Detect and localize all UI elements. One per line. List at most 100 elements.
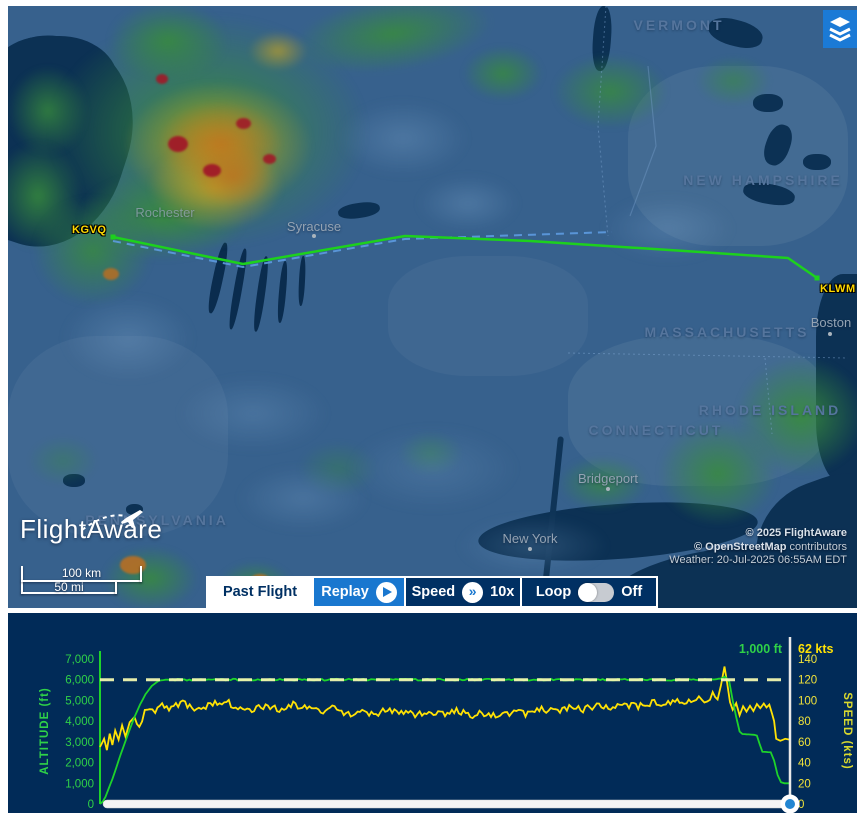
speed-tick-label: 80 (798, 716, 811, 728)
alt-tick-label: 1,000 (65, 778, 94, 790)
alt-tick-label: 6,000 (65, 675, 94, 687)
weather-radar-cell (108, 6, 228, 81)
replay-button[interactable]: Replay (314, 578, 404, 606)
attribution-osm[interactable]: © OpenStreetMap (694, 540, 787, 553)
loop-toggle[interactable] (578, 582, 615, 602)
weather-radar-red (203, 164, 221, 177)
alt-tick-label: 2,000 (65, 758, 94, 770)
weather-radar-red (156, 74, 168, 84)
fast-forward-icon: » (462, 581, 484, 603)
airport-marker (110, 234, 116, 240)
altitude-speed-chart: 0 1,000 2,000 3,000 4,000 5,000 6,000 7,000 0 20 4… (8, 613, 857, 814)
alt-tick-label: 5,000 (65, 695, 94, 707)
flown-route-line (112, 234, 818, 280)
weather-radar-cell (103, 546, 198, 608)
weather-mist (238, 466, 368, 531)
state-label-connecticut: CONNECTICUT (588, 422, 724, 438)
weather-mist (348, 426, 518, 511)
city-dot (606, 487, 610, 491)
alt-tick-label: 0 (88, 799, 94, 811)
speed-tick-label: 20 (798, 778, 811, 790)
map-layers-button[interactable] (823, 10, 857, 48)
terrain-patch (388, 256, 588, 376)
map-attribution: © 2025 FlightAware © OpenStreetMap contr… (669, 527, 847, 566)
city-dot (828, 332, 832, 336)
speed-tick-label: 140 (798, 654, 817, 666)
weather-radar-cell (463, 46, 543, 101)
weather-radar-red (168, 136, 188, 152)
weather-mist (418, 176, 518, 231)
loop-control[interactable]: Loop Off (522, 578, 656, 606)
map-scale-bar: 100 km 50 mi (21, 564, 151, 598)
weather-radar-cell (298, 441, 378, 496)
weather-radar-cell (696, 56, 771, 106)
weather-radar-core (248, 31, 308, 71)
city-label-bridgeport: Bridgeport (578, 471, 638, 486)
origin-airport-label[interactable]: KGVQ (72, 224, 107, 236)
replay-control-bar: Past Flight Replay Speed » 10x Loop Off (206, 576, 658, 608)
weather-radar-cell (8, 66, 88, 156)
lake (63, 474, 85, 487)
route-overlay (110, 6, 849, 435)
state-label-new-hampshire: NEW HAMPSHIRE (683, 172, 843, 188)
weather-radar-orange (120, 556, 146, 574)
city-label-rochester: Rochester (135, 205, 195, 220)
weather-mist (458, 516, 608, 576)
speed-tick-label: 40 (798, 758, 811, 770)
speed-tick-label: 60 (798, 737, 811, 749)
airport-marker (814, 275, 820, 281)
layers-icon (829, 17, 851, 42)
toggle-knob (578, 582, 598, 602)
weather-radar-cell (658, 421, 778, 526)
chart-canvas[interactable]: 0 1,000 2,000 3,000 4,000 5,000 6,000 7,000 0 20 4… (8, 613, 857, 814)
flightaware-logo: FlightAware (20, 510, 162, 545)
speed-value: 10x (490, 584, 515, 600)
scale-km-label: 100 km (61, 566, 102, 580)
state-label-vermont: VERMONT (633, 17, 725, 33)
timeline-handle-dot (785, 799, 795, 809)
weather-radar-cell (558, 456, 648, 511)
weather-mist (63, 296, 193, 381)
past-flight-tab[interactable]: Past Flight (208, 578, 312, 606)
state-label-massachusetts: MASSACHUSETTS (644, 324, 810, 340)
alt-tick-label: 7,000 (65, 654, 94, 666)
altitude-line (99, 675, 790, 805)
speed-tick-label: 0 (798, 799, 804, 811)
weather-radar-red (236, 118, 251, 129)
speed-tick-label: 100 (798, 695, 817, 707)
flight-map[interactable]: VERMONT NEW HAMPSHIRE MASSACHUSETTS CONN… (8, 6, 857, 608)
weather-radar-cell (28, 436, 98, 486)
lake (753, 94, 783, 112)
speed-line (99, 666, 791, 751)
destination-airport-label[interactable]: KLWM (820, 283, 856, 295)
planned-route-line (112, 231, 613, 269)
weather-radar-red (263, 154, 276, 164)
speed-tick-label: 120 (798, 675, 817, 687)
state-label-rhode-island: RHODE ISLAND (698, 402, 842, 418)
play-icon (375, 581, 397, 603)
plane-icon (81, 510, 143, 531)
lake (126, 504, 143, 515)
current-speed-value: 62 kts (798, 642, 833, 656)
city-dot (312, 234, 316, 238)
current-altitude-value: 1,000 ft (739, 642, 783, 656)
city-dot (528, 547, 532, 551)
lake (803, 154, 831, 170)
alt-axis-title: ALTITUDE (ft) (39, 687, 51, 775)
alt-tick-label: 4,000 (65, 716, 94, 728)
loop-state: Off (621, 584, 643, 600)
timeline-track[interactable] (102, 799, 793, 809)
weather-radar-cell (33, 196, 153, 306)
weather-radar-orange (103, 268, 119, 280)
city-label-new-york: New York (502, 531, 558, 546)
speed-axis-title: SPEED (kts) (841, 692, 853, 769)
alt-tick-label: 3,000 (65, 737, 94, 749)
speed-control[interactable]: Speed » 10x (406, 578, 520, 606)
city-label-boston: Boston (810, 315, 852, 330)
weather-mist (338, 101, 468, 176)
attribution-flightaware: © 2025 FlightAware (745, 527, 847, 539)
weather-radar-cell (398, 431, 463, 476)
weather-mist (178, 376, 328, 451)
city-label-syracuse: Syracuse (286, 219, 342, 234)
